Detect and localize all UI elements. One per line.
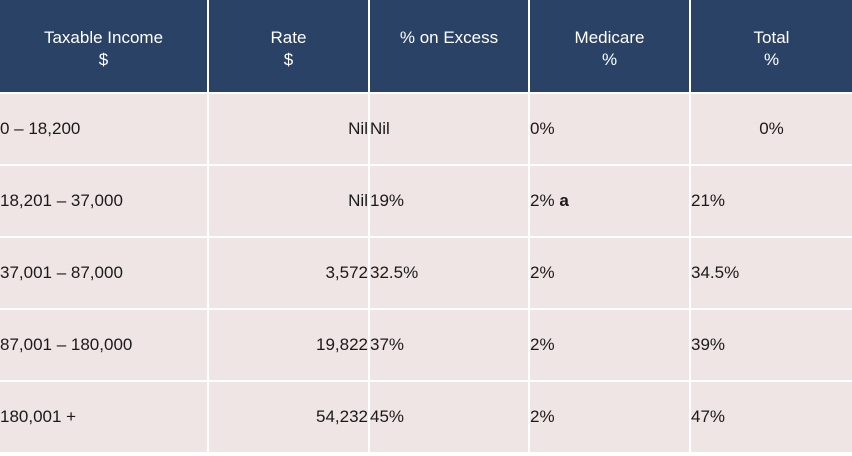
cell-medicare: 2% [530, 310, 691, 382]
cell-percent-on-excess: 37% [370, 310, 530, 382]
table-row: 0 – 18,200 Nil Nil 0% 0% [0, 94, 852, 166]
cell-percent-on-excess: 45% [370, 382, 530, 454]
cell-medicare: 2% a [530, 166, 691, 238]
medicare-footnote-marker: a [559, 191, 569, 210]
table-header-row: Taxable Income $ Rate $ % on Excess Medi… [0, 0, 852, 94]
cell-total: 39% [691, 310, 852, 382]
table-row: 87,001 – 180,000 19,822 37% 2% 39% [0, 310, 852, 382]
table-row: 180,001 + 54,232 45% 2% 47% [0, 382, 852, 454]
cell-medicare: 2% [530, 238, 691, 310]
header-total: Total % [691, 0, 852, 94]
table-row: 37,001 – 87,000 3,572 32.5% 2% 34.5% [0, 238, 852, 310]
cell-rate: 3,572 [209, 238, 370, 310]
cell-medicare: 2% [530, 382, 691, 454]
cell-rate: Nil [209, 166, 370, 238]
header-percent-on-excess: % on Excess [370, 0, 530, 94]
cell-total: 0% [691, 94, 852, 166]
cell-total: 21% [691, 166, 852, 238]
cell-total: 47% [691, 382, 852, 454]
cell-taxable-income: 37,001 – 87,000 [0, 238, 209, 310]
cell-taxable-income: 18,201 – 37,000 [0, 166, 209, 238]
cell-percent-on-excess: Nil [370, 94, 530, 166]
cell-taxable-income: 180,001 + [0, 382, 209, 454]
cell-taxable-income: 0 – 18,200 [0, 94, 209, 166]
cell-total: 34.5% [691, 238, 852, 310]
table-row: 18,201 – 37,000 Nil 19% 2% a 21% [0, 166, 852, 238]
cell-taxable-income: 87,001 – 180,000 [0, 310, 209, 382]
cell-percent-on-excess: 19% [370, 166, 530, 238]
cell-medicare: 0% [530, 94, 691, 166]
header-taxable-income: Taxable Income $ [0, 0, 209, 94]
cell-rate: 54,232 [209, 382, 370, 454]
header-medicare: Medicare % [530, 0, 691, 94]
header-rate: Rate $ [209, 0, 370, 94]
cell-rate: 19,822 [209, 310, 370, 382]
cell-percent-on-excess: 32.5% [370, 238, 530, 310]
cell-rate: Nil [209, 94, 370, 166]
